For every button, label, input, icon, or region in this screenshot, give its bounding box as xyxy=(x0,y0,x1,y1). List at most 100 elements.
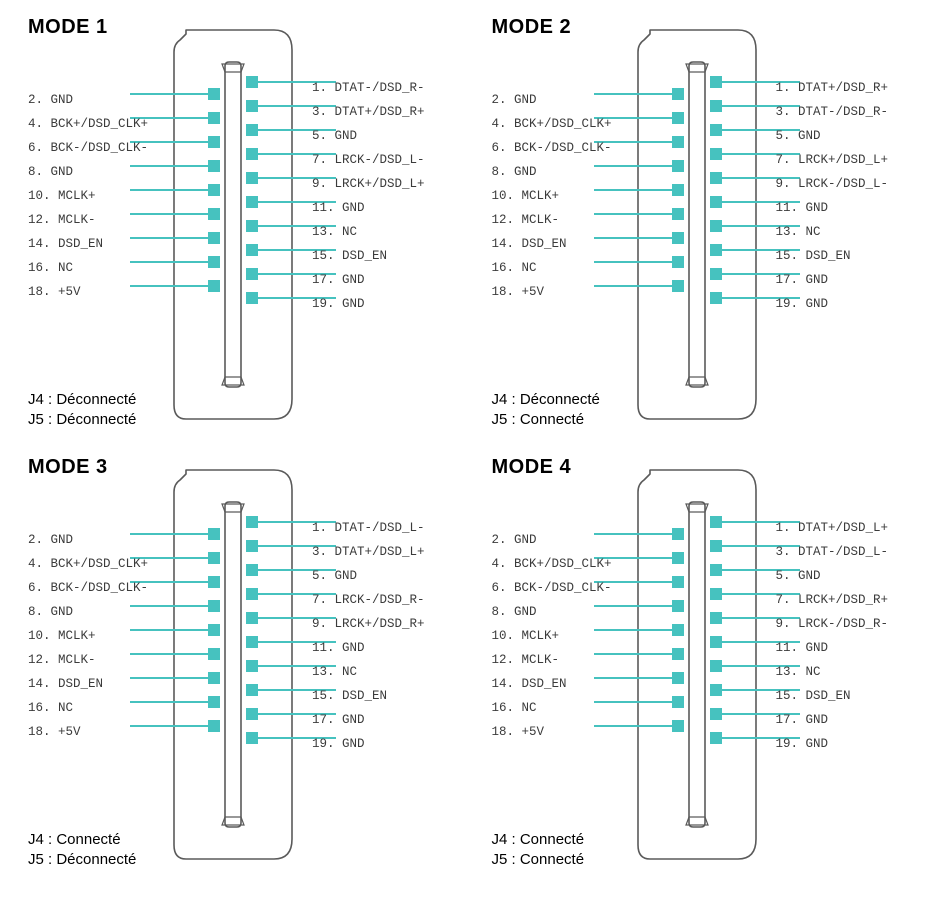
pin-label: 6. BCK-/DSD_CLK- xyxy=(28,136,148,160)
pin-label: 4. BCK+/DSD_CLK+ xyxy=(28,552,148,576)
pinout-panel: MODE 1 2. GND4. BCK+/DSD_CLK+6. BCK-/DSD… xyxy=(10,10,473,450)
pin-label: 11. GND xyxy=(776,196,889,220)
pin-label: 14. DSD_EN xyxy=(28,672,148,696)
pin-label: 15. DSD_EN xyxy=(312,684,425,708)
pin-label: 17. GND xyxy=(776,268,889,292)
left-pin-labels: 2. GND4. BCK+/DSD_CLK+6. BCK-/DSD_CLK-8.… xyxy=(492,88,612,304)
pin-label: 6. BCK-/DSD_CLK- xyxy=(492,576,612,600)
pin-label: 14. DSD_EN xyxy=(492,672,612,696)
pin-label: 12. MCLK- xyxy=(492,648,612,672)
jumper-j5: J5 : Déconnecté xyxy=(28,410,136,430)
pin-label: 1. DTAT-/DSD_L- xyxy=(312,516,425,540)
pin-label: 2. GND xyxy=(28,88,148,112)
pin-label: 17. GND xyxy=(312,268,425,292)
right-pin-labels: 1. DTAT-/DSD_L-3. DTAT+/DSD_L+5. GND7. L… xyxy=(312,516,425,756)
pin-label: 8. GND xyxy=(28,160,148,184)
pin-label: 18. +5V xyxy=(492,720,612,744)
mode-title: MODE 3 xyxy=(28,456,108,479)
pin-label: 19. GND xyxy=(312,732,425,756)
pin-label: 3. DTAT+/DSD_L+ xyxy=(312,540,425,564)
pin-label: 8. GND xyxy=(492,160,612,184)
pin-label: 12. MCLK- xyxy=(28,648,148,672)
pin-label: 16. NC xyxy=(492,256,612,280)
pin-label: 10. MCLK+ xyxy=(492,624,612,648)
mode-title: MODE 4 xyxy=(492,456,572,479)
pin-label: 18. +5V xyxy=(28,720,148,744)
pin-label: 14. DSD_EN xyxy=(492,232,612,256)
jumper-status: J4 : DéconnectéJ5 : Déconnecté xyxy=(28,390,136,431)
pin-label: 8. GND xyxy=(28,600,148,624)
pin-label: 4. BCK+/DSD_CLK+ xyxy=(492,112,612,136)
pin-label: 15. DSD_EN xyxy=(312,244,425,268)
pin-label: 5. GND xyxy=(776,124,889,148)
pin-label: 8. GND xyxy=(492,600,612,624)
pinout-grid: MODE 1 2. GND4. BCK+/DSD_CLK+6. BCK-/DSD… xyxy=(10,10,937,890)
pin-label: 9. LRCK-/DSD_R- xyxy=(776,612,889,636)
pin-label: 17. GND xyxy=(776,708,889,732)
pin-label: 7. LRCK-/DSD_L- xyxy=(312,148,425,172)
pin-label: 7. LRCK+/DSD_L+ xyxy=(776,148,889,172)
pin-label: 3. DTAT-/DSD_R- xyxy=(776,100,889,124)
pin-label: 6. BCK-/DSD_CLK- xyxy=(28,576,148,600)
pin-label: 13. NC xyxy=(776,660,889,684)
mode-title: MODE 1 xyxy=(28,16,108,39)
connector xyxy=(168,462,298,867)
jumper-j5: J5 : Déconnecté xyxy=(28,850,136,870)
jumper-j5: J5 : Connecté xyxy=(492,410,600,430)
pin-label: 1. DTAT+/DSD_L+ xyxy=(776,516,889,540)
pin-label: 1. DTAT+/DSD_R+ xyxy=(776,76,889,100)
pin-label: 19. GND xyxy=(312,292,425,316)
pin-label: 9. LRCK-/DSD_L- xyxy=(776,172,889,196)
pin-label: 18. +5V xyxy=(492,280,612,304)
jumper-status: J4 : ConnectéJ5 : Déconnecté xyxy=(28,830,136,871)
jumper-j4: J4 : Connecté xyxy=(492,830,585,850)
mode-title: MODE 2 xyxy=(492,16,572,39)
pin-label: 13. NC xyxy=(312,660,425,684)
pin-label: 11. GND xyxy=(312,196,425,220)
pinout-panel: MODE 4 2. GND4. BCK+/DSD_CLK+6. BCK-/DSD… xyxy=(474,450,937,890)
left-pin-labels: 2. GND4. BCK+/DSD_CLK+6. BCK-/DSD_CLK-8.… xyxy=(28,528,148,744)
pin-label: 16. NC xyxy=(492,696,612,720)
pin-label: 2. GND xyxy=(28,528,148,552)
pin-label: 5. GND xyxy=(312,124,425,148)
pinout-panel: MODE 2 2. GND4. BCK+/DSD_CLK+6. BCK-/DSD… xyxy=(474,10,937,450)
pin-label: 10. MCLK+ xyxy=(28,184,148,208)
pin-label: 16. NC xyxy=(28,256,148,280)
pin-label: 17. GND xyxy=(312,708,425,732)
jumper-status: J4 : DéconnectéJ5 : Connecté xyxy=(492,390,600,431)
pin-label: 2. GND xyxy=(492,528,612,552)
connector xyxy=(632,22,762,427)
pin-label: 9. LRCK+/DSD_R+ xyxy=(312,612,425,636)
jumper-j4: J4 : Déconnecté xyxy=(28,390,136,410)
pin-label: 3. DTAT+/DSD_R+ xyxy=(312,100,425,124)
pin-label: 18. +5V xyxy=(28,280,148,304)
right-pin-labels: 1. DTAT+/DSD_L+3. DTAT-/DSD_L-5. GND7. L… xyxy=(776,516,889,756)
pin-label: 6. BCK-/DSD_CLK- xyxy=(492,136,612,160)
pin-label: 5. GND xyxy=(312,564,425,588)
jumper-status: J4 : ConnectéJ5 : Connecté xyxy=(492,830,585,871)
pin-label: 10. MCLK+ xyxy=(28,624,148,648)
pin-label: 1. DTAT-/DSD_R- xyxy=(312,76,425,100)
pin-label: 16. NC xyxy=(28,696,148,720)
pin-label: 5. GND xyxy=(776,564,889,588)
pin-label: 10. MCLK+ xyxy=(492,184,612,208)
jumper-j5: J5 : Connecté xyxy=(492,850,585,870)
right-pin-labels: 1. DTAT+/DSD_R+3. DTAT-/DSD_R-5. GND7. L… xyxy=(776,76,889,316)
pin-label: 9. LRCK+/DSD_L+ xyxy=(312,172,425,196)
pin-label: 19. GND xyxy=(776,292,889,316)
pin-label: 3. DTAT-/DSD_L- xyxy=(776,540,889,564)
jumper-j4: J4 : Connecté xyxy=(28,830,136,850)
pin-label: 7. LRCK-/DSD_R- xyxy=(312,588,425,612)
pinout-panel: MODE 3 2. GND4. BCK+/DSD_CLK+6. BCK-/DSD… xyxy=(10,450,473,890)
pin-label: 12. MCLK- xyxy=(492,208,612,232)
pin-label: 4. BCK+/DSD_CLK+ xyxy=(28,112,148,136)
pin-label: 19. GND xyxy=(776,732,889,756)
connector xyxy=(168,22,298,427)
pin-label: 11. GND xyxy=(312,636,425,660)
pin-label: 13. NC xyxy=(312,220,425,244)
pin-label: 2. GND xyxy=(492,88,612,112)
pin-label: 4. BCK+/DSD_CLK+ xyxy=(492,552,612,576)
pin-label: 11. GND xyxy=(776,636,889,660)
pin-label: 15. DSD_EN xyxy=(776,684,889,708)
right-pin-labels: 1. DTAT-/DSD_R-3. DTAT+/DSD_R+5. GND7. L… xyxy=(312,76,425,316)
